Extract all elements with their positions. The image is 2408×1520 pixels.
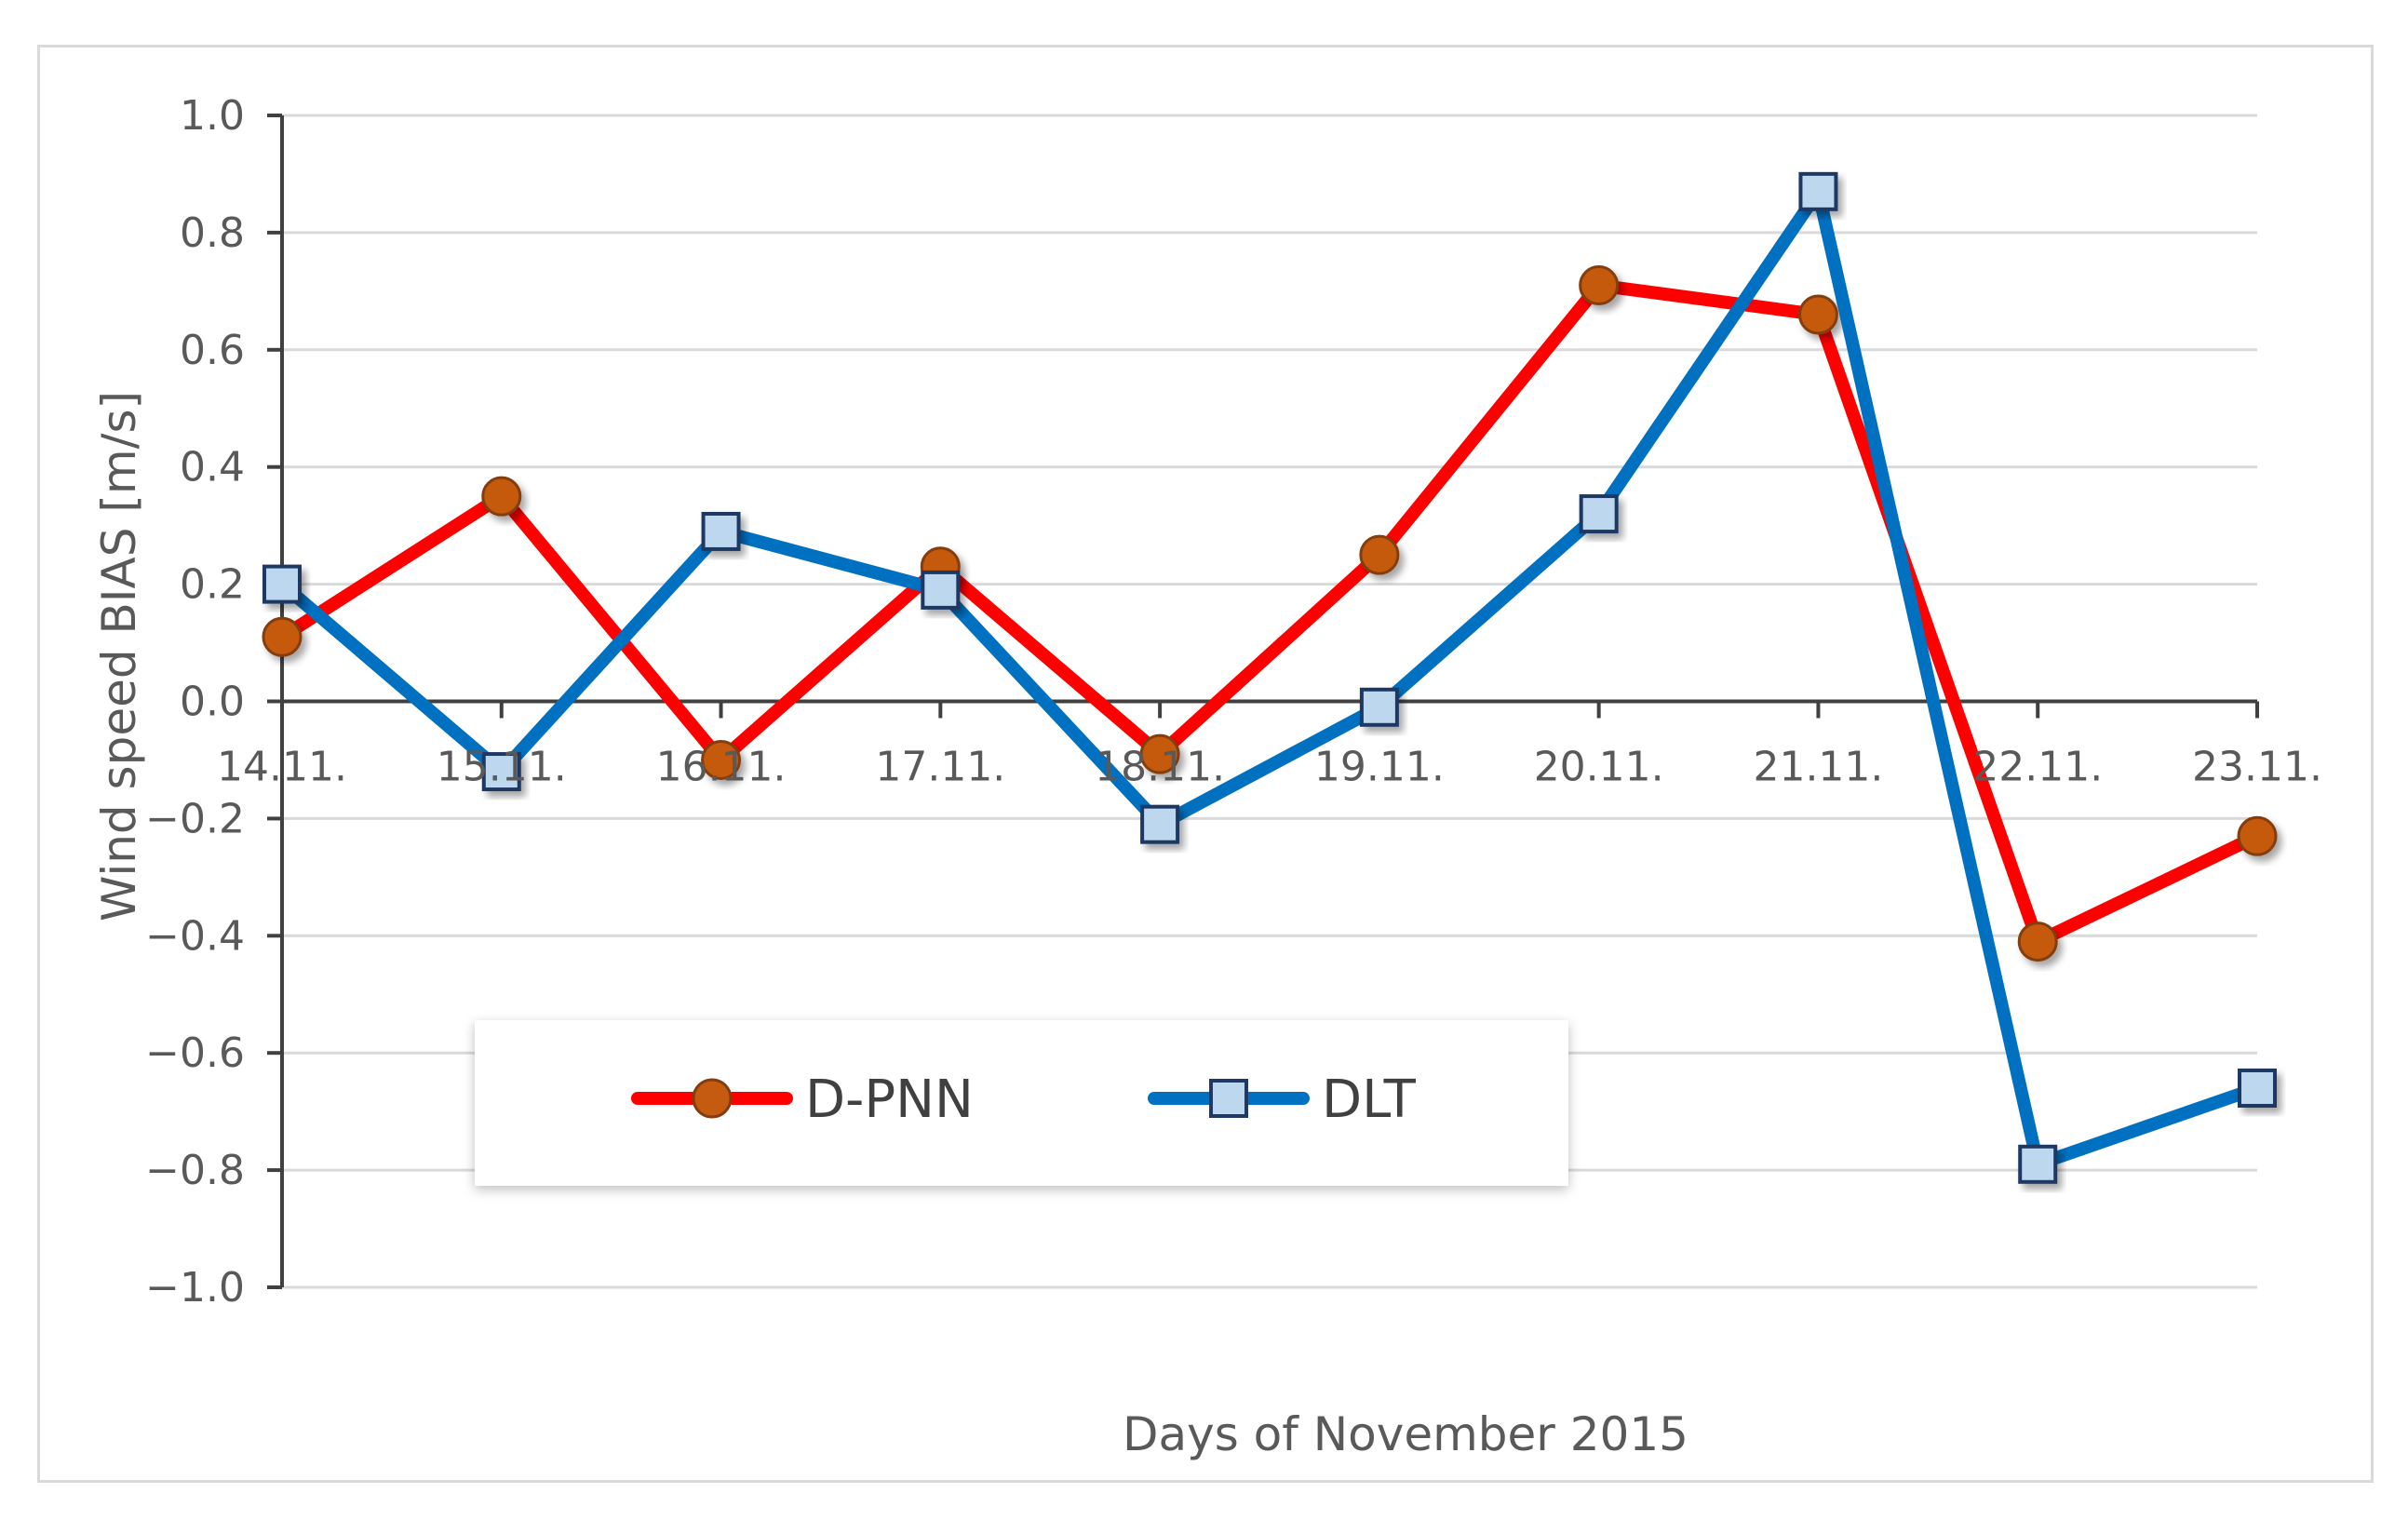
legend-item: D-PNN <box>631 1069 974 1130</box>
data-point <box>921 570 961 610</box>
x-tick-label: 22.11. <box>1972 744 2103 791</box>
y-tick-label: 1.0 <box>180 92 245 140</box>
x-tick-label: 14.11. <box>217 744 347 791</box>
data-point <box>2237 815 2278 856</box>
series-line <box>276 278 2264 948</box>
data-point <box>1798 171 1838 211</box>
legend-swatch-marker <box>1209 1079 1248 1118</box>
data-point <box>262 564 302 604</box>
x-tick-label: 21.11. <box>1753 744 1883 791</box>
y-tick-label: −0.6 <box>145 1029 245 1077</box>
x-tick-label: 20.11. <box>1534 744 1664 791</box>
x-tick-label: 15.11. <box>437 744 567 791</box>
y-tick-label: −1.0 <box>145 1264 245 1312</box>
data-point <box>701 739 742 780</box>
series-layer <box>262 171 2278 1184</box>
data-point <box>1139 733 1180 774</box>
data-point <box>1359 687 1399 727</box>
data-point <box>701 511 741 551</box>
data-point <box>1140 804 1180 844</box>
y-axis-title: Wind speed BIAS [m/s] <box>92 391 146 921</box>
data-point <box>262 616 303 657</box>
data-point <box>1579 265 1620 306</box>
legend-swatch-marker <box>692 1078 733 1119</box>
y-tick-label: 0.0 <box>180 679 245 726</box>
data-point <box>481 752 521 792</box>
data-point <box>2018 1144 2058 1184</box>
y-tick-label: −0.2 <box>145 795 245 842</box>
y-tick-label: 0.8 <box>180 209 245 257</box>
legend-item: DLT <box>1148 1069 1417 1130</box>
data-point <box>1797 294 1838 335</box>
data-point <box>2017 921 2058 962</box>
data-point <box>481 476 522 517</box>
data-point <box>2238 1068 2277 1108</box>
data-point <box>1359 534 1400 575</box>
x-tick-label: 17.11. <box>875 744 1005 791</box>
y-tick-labels: 1.0 0.8 0.6 0.4 0.2 0.0 −0.2 −0.4 −0.6 −0.8 −1.0 <box>145 92 245 1312</box>
y-tick-label: 0.2 <box>180 561 245 609</box>
y-tick-label: 0.6 <box>180 327 245 374</box>
x-tick-label: 16.11. <box>656 744 787 791</box>
x-tick-label: 19.11. <box>1314 744 1445 791</box>
y-tick-label: −0.8 <box>145 1147 245 1194</box>
chart-frame <box>37 45 2374 1483</box>
x-axis-title: Days of November 2015 <box>1123 1407 1688 1461</box>
series-2 <box>262 171 2277 1184</box>
data-point <box>1579 494 1619 534</box>
x-tick-labels: 14.11. 15.11. 16.11. 17.11. 18.11. 19.11. 20.1… <box>217 744 2322 791</box>
legend-label: D-PNN <box>805 1069 974 1130</box>
y-tick-label: −0.4 <box>145 912 245 960</box>
series-line <box>276 184 2264 1171</box>
y-tick-label: 0.4 <box>180 444 245 491</box>
legend: D-PNN DLT <box>475 1020 1568 1186</box>
x-tick-label: 18.11. <box>1095 744 1225 791</box>
legend-label: DLT <box>1322 1069 1417 1130</box>
x-tick-label: 23.11. <box>2192 744 2322 791</box>
